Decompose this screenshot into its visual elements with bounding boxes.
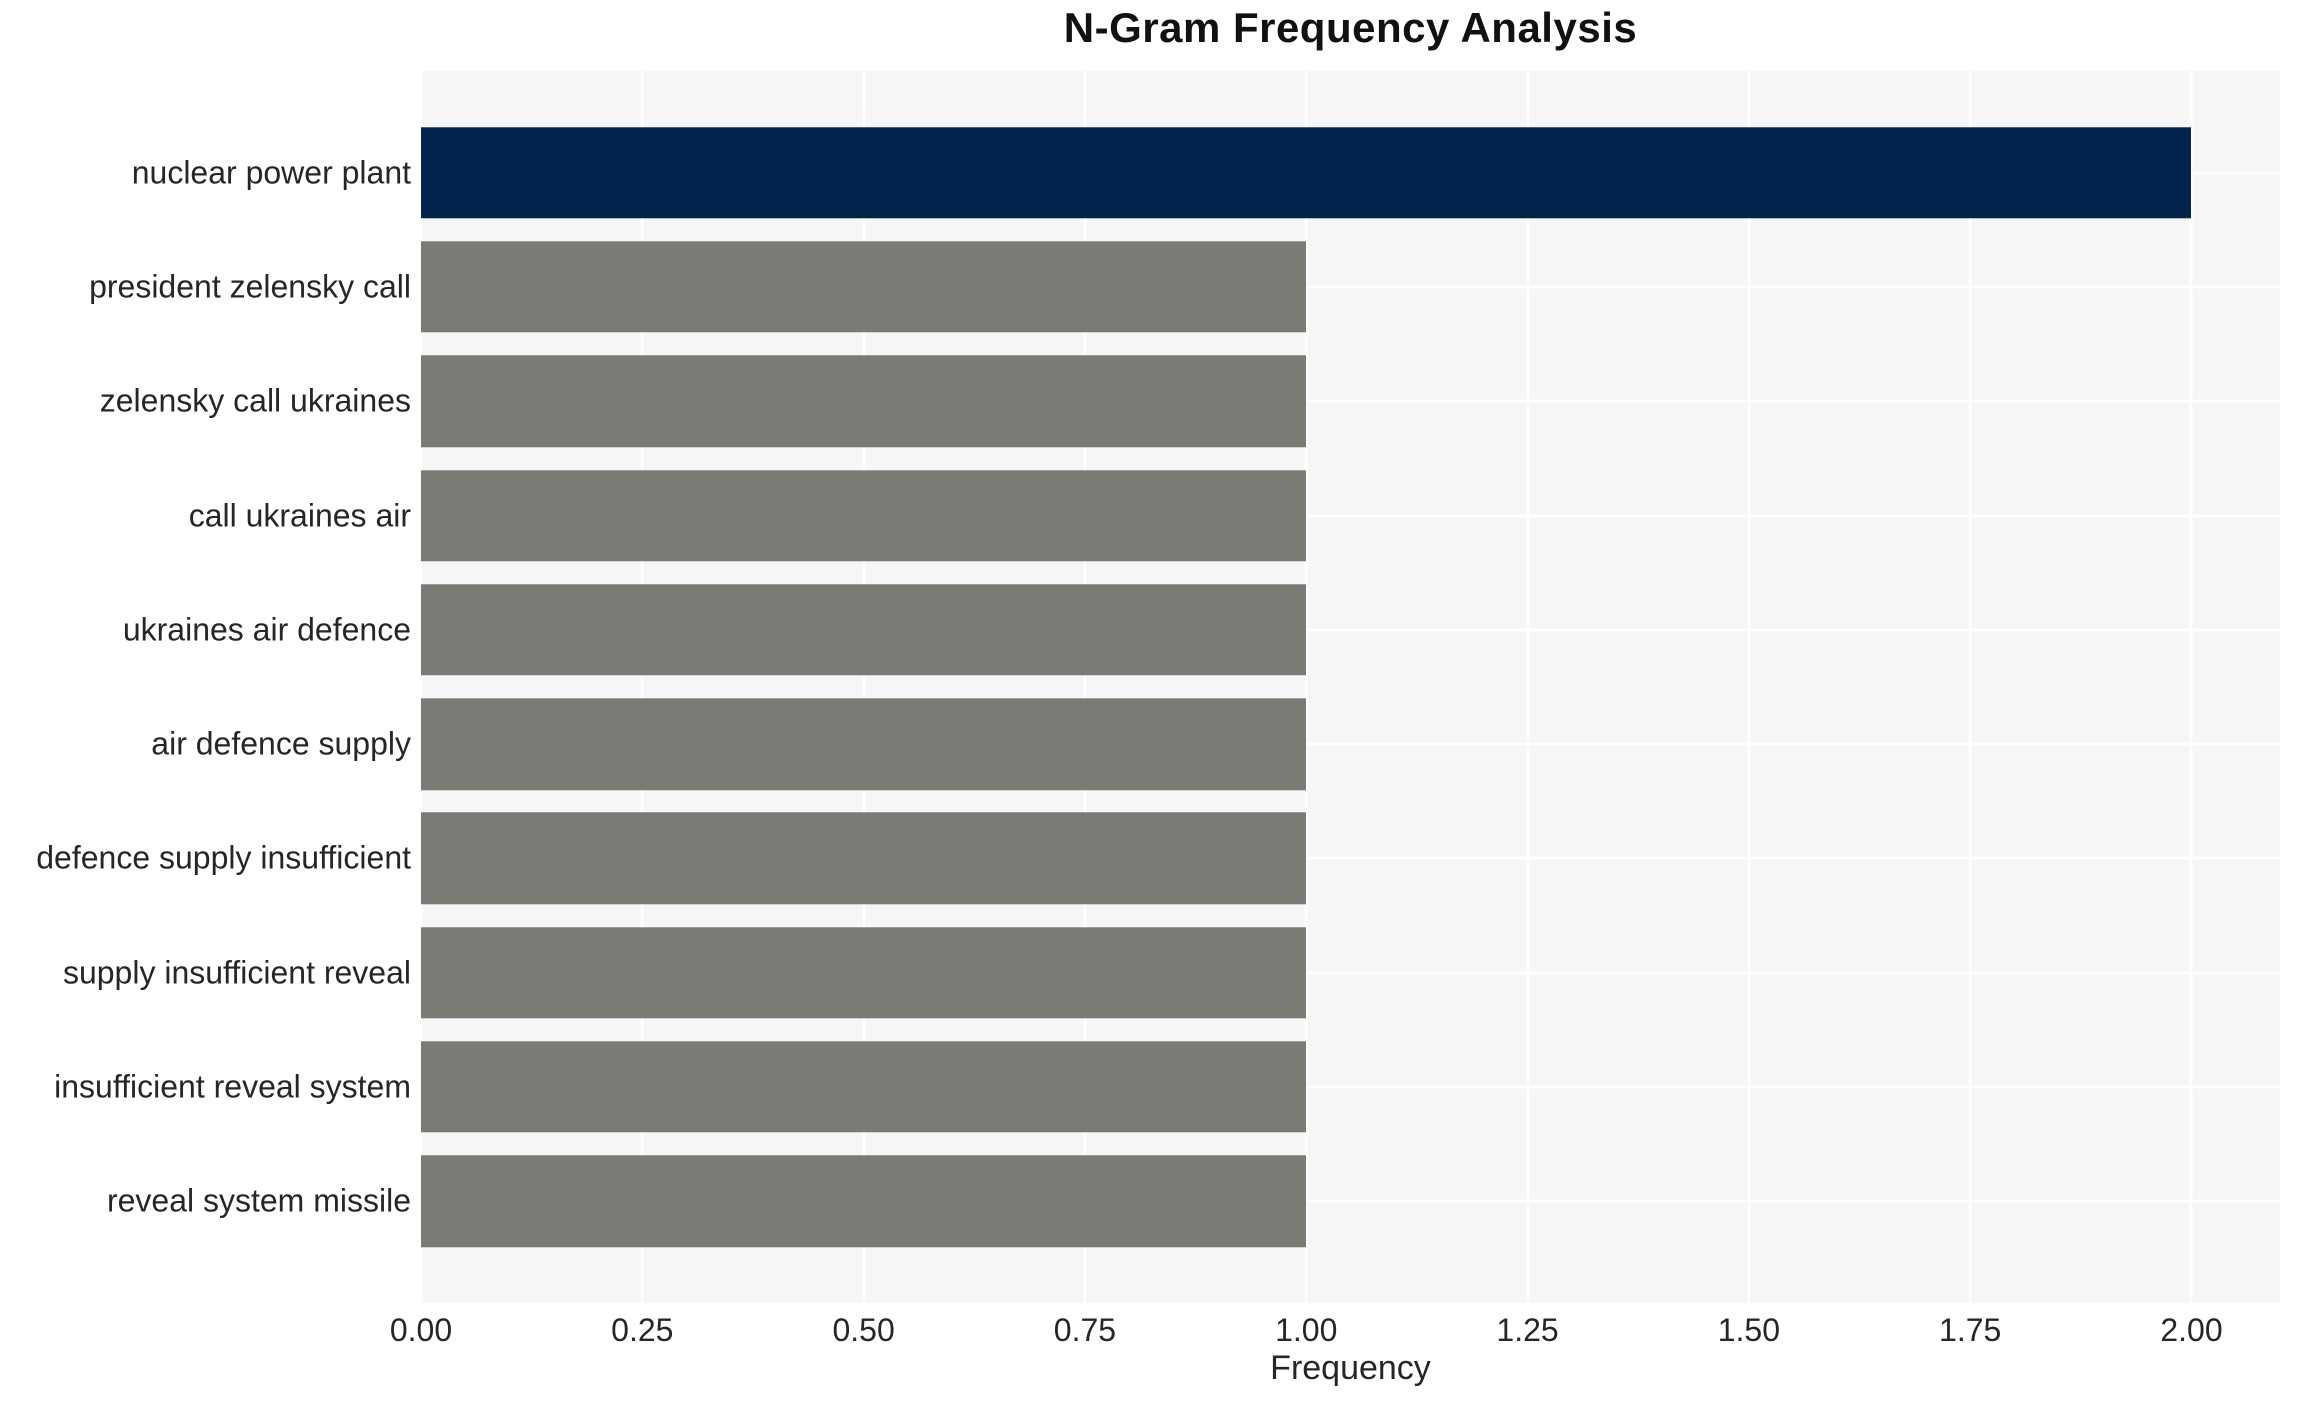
y-tick-label: zelensky call ukraines — [99, 382, 411, 419]
y-tick-label: nuclear power plant — [131, 154, 411, 191]
gridline-vertical — [862, 71, 866, 1303]
gridline-vertical — [1083, 71, 1087, 1303]
x-tick-label: 1.25 — [1496, 1312, 1559, 1348]
bar-supply-insufficient-reveal — [421, 926, 1307, 1019]
x-tick-label: 0.00 — [389, 1312, 453, 1348]
bar-nuclear-power-plant — [421, 126, 2192, 219]
gridline-horizontal — [421, 971, 2280, 975]
gridline-horizontal — [421, 285, 2280, 289]
bar-ukraines-air-defence — [421, 584, 1307, 676]
bar-reveal-system-missile — [421, 1155, 1307, 1247]
gridline-horizontal — [421, 1199, 2280, 1203]
bar-insufficient-reveal-system — [421, 1041, 1307, 1133]
gridline-vertical — [640, 71, 644, 1303]
gridline-horizontal — [421, 742, 2280, 746]
bar-president-zelensky-call — [421, 241, 1307, 333]
gridline-horizontal — [421, 399, 2280, 403]
gridline-horizontal — [421, 856, 2280, 860]
y-tick-label: call ukraines air — [188, 497, 411, 534]
y-axis-labels: nuclear power plant president zelensky ca… — [0, 0, 411, 1402]
gridline-vertical — [1747, 71, 1751, 1303]
y-tick-label: air defence supply — [151, 725, 411, 762]
x-tick-label: 1.00 — [1275, 1312, 1338, 1348]
x-axis-label: Frequency — [1270, 1349, 1431, 1387]
gridline-horizontal — [421, 628, 2280, 632]
x-tick-label: 0.50 — [832, 1312, 895, 1348]
y-tick-label: president zelensky call — [89, 268, 411, 305]
x-tick-label: 1.50 — [1717, 1312, 1780, 1348]
x-tick-label: 1.75 — [1939, 1312, 2002, 1348]
bar-air-defence-supply — [421, 698, 1307, 790]
plot-area — [421, 71, 2280, 1303]
x-tick-label: 2.00 — [2160, 1312, 2223, 1348]
bar-defence-supply-insufficient — [421, 812, 1307, 905]
gridline-vertical — [1526, 71, 1530, 1303]
y-tick-label: reveal system missile — [106, 1182, 411, 1219]
gridline-vertical — [1304, 71, 1308, 1303]
y-tick-label: supply insufficient reveal — [62, 954, 411, 991]
x-tick-label: 0.25 — [611, 1312, 674, 1348]
gridline-vertical — [1968, 71, 1972, 1303]
gridline-horizontal — [421, 1085, 2280, 1089]
gridline-vertical — [2189, 71, 2193, 1303]
x-tick-label: 0.75 — [1053, 1312, 1117, 1348]
bar-call-ukraines-air — [421, 469, 1307, 562]
chart-title: N-Gram Frequency Analysis — [1063, 4, 1638, 51]
y-tick-label: ukraines air defence — [122, 611, 411, 648]
bar-zelensky-call-ukraines — [421, 355, 1307, 447]
y-tick-label: defence supply insufficient — [36, 839, 411, 876]
gridline-vertical — [421, 71, 423, 1303]
gridline-horizontal — [421, 514, 2280, 518]
y-tick-label: insufficient reveal system — [54, 1068, 411, 1105]
